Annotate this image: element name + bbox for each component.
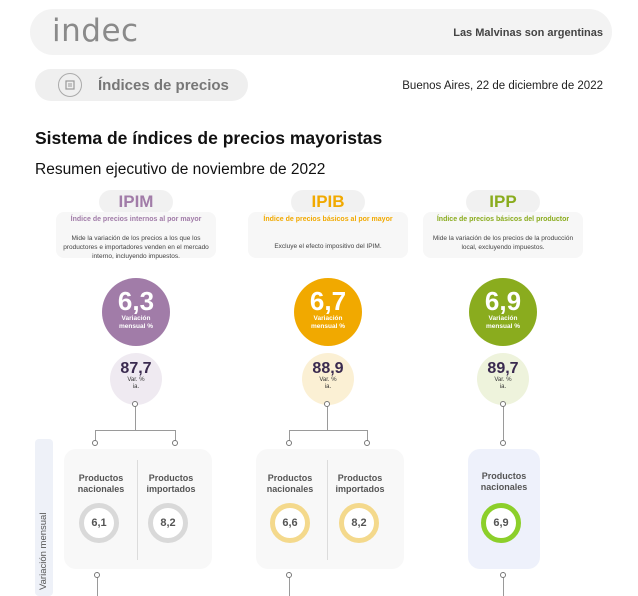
indec-logo: indec bbox=[52, 13, 139, 49]
ipp-nacionales-label: Productos nacionales bbox=[480, 471, 528, 492]
ipim-description: Mide la variación de los precios a los q… bbox=[63, 235, 209, 260]
ipp-monthly-label-2: mensual % bbox=[486, 322, 520, 330]
ipib-name-pill bbox=[291, 190, 365, 214]
ipib-connector-right bbox=[367, 430, 368, 442]
ipib-importados-label: Productos importados bbox=[335, 473, 385, 494]
ipib-nacionales-label: Productos nacionales bbox=[266, 473, 314, 494]
ipib-description: Excluye el efecto impositivo del IPIM. bbox=[274, 243, 382, 250]
ipim-desc-box bbox=[56, 212, 216, 258]
ipib-monthly-label-2: mensual % bbox=[311, 322, 345, 330]
ipim-nacionales-value: 6,1 bbox=[91, 517, 107, 529]
ipp-monthly-label-1: Variación bbox=[488, 315, 518, 322]
ipp-name: IPP bbox=[489, 192, 517, 211]
ipib-name: IPIB bbox=[311, 192, 345, 211]
ipp-annual-circle: 89,7 Var. % ia. bbox=[477, 353, 529, 405]
ipim-nacionales-ring: 6,1 bbox=[79, 503, 119, 543]
ipp-full-name: Índice de precios básicos del productor bbox=[436, 216, 570, 223]
ipp-annual-label-1: Var. % bbox=[494, 377, 512, 383]
bottom-node-2 bbox=[286, 572, 292, 578]
ipim-annual-value: 87,7 bbox=[120, 360, 152, 377]
ipp-description: Mide la variación de los precios de la p… bbox=[432, 235, 574, 251]
ipib-connector-stem bbox=[327, 405, 328, 430]
ipim-monthly-value: 6,3 bbox=[117, 286, 155, 316]
ipib-nacionales-value: 6,6 bbox=[282, 517, 298, 529]
ipib-monthly-circle: 6,7 Variación mensual % bbox=[294, 278, 362, 346]
price-tag-icon bbox=[58, 73, 82, 97]
ipp-nacionales-value: 6,9 bbox=[493, 517, 509, 529]
ipim-name-pill bbox=[99, 190, 173, 214]
section-title: Índices de precios bbox=[98, 77, 229, 94]
ipp-nacionales-ring: 6,9 bbox=[481, 503, 521, 543]
ipp-annual-value: 89,7 bbox=[487, 360, 519, 377]
ipib-node-right bbox=[364, 440, 370, 446]
ipib-monthly-value: 6,7 bbox=[309, 286, 347, 316]
ipp-monthly-value: 6,9 bbox=[484, 286, 522, 316]
ipim-nacionales-label: Productos nacionales bbox=[77, 473, 125, 494]
dateline: Buenos Aires, 22 de diciembre de 2022 bbox=[402, 80, 603, 92]
ipim-node-right bbox=[172, 440, 178, 446]
ipib-monthly-label-1: Variación bbox=[313, 315, 343, 322]
ipib-full-name: Índice de precios básicos al por mayor bbox=[263, 216, 393, 223]
header-bar bbox=[30, 9, 612, 55]
bottom-connector-1 bbox=[97, 572, 98, 596]
side-label-bar bbox=[35, 439, 53, 596]
ipib-annual-label-1: Var. % bbox=[319, 377, 337, 383]
ipim-monthly-circle: 6,3 Variación mensual % bbox=[102, 278, 170, 346]
ipim-annual-label-1: Var. % bbox=[127, 377, 145, 383]
ipim-node-left bbox=[92, 440, 98, 446]
page-title: Sistema de índices de precios mayoristas bbox=[35, 128, 383, 148]
ipim-name: IPIM bbox=[118, 192, 154, 211]
header-tagline: Las Malvinas son argentinas bbox=[453, 27, 603, 39]
ipim-monthly-label-2: mensual % bbox=[119, 322, 153, 330]
ipib-annual-circle: 88,9 Var. % ia. bbox=[302, 353, 354, 405]
bottom-node-3 bbox=[500, 572, 506, 578]
ipim-products-divider bbox=[137, 460, 138, 560]
ipp-node-bottom bbox=[500, 440, 506, 446]
ipim-importados-value: 8,2 bbox=[160, 517, 176, 529]
side-label: Variación mensual bbox=[38, 512, 49, 590]
ipim-node-top bbox=[132, 401, 138, 407]
ipib-importados-ring: 8,2 bbox=[339, 503, 379, 543]
ipp-name-pill bbox=[466, 190, 540, 214]
ipib-node-top bbox=[324, 401, 330, 407]
page-subtitle: Resumen ejecutivo de noviembre de 2022 bbox=[35, 161, 326, 178]
ipim-connector-left bbox=[95, 430, 96, 442]
bottom-connector-2 bbox=[289, 572, 290, 596]
bottom-node-1 bbox=[94, 572, 100, 578]
ipp-annual-label-2: ia. bbox=[499, 384, 507, 390]
ipib-importados-value: 8,2 bbox=[351, 517, 367, 529]
ipp-desc-box bbox=[423, 212, 583, 258]
bottom-connector-3 bbox=[503, 572, 504, 596]
ipib-products-divider bbox=[327, 460, 328, 560]
ipib-desc-box bbox=[248, 212, 408, 258]
ipib-annual-label-2: ia. bbox=[324, 384, 332, 390]
ipp-monthly-circle: 6,9 Variación mensual % bbox=[469, 278, 537, 346]
ipim-annual-circle: 87,7 Var. % ia. bbox=[110, 353, 162, 405]
ipim-connector-right bbox=[175, 430, 176, 442]
ipim-connector-stem bbox=[135, 405, 136, 430]
ipib-node-left bbox=[286, 440, 292, 446]
ipp-connector-stem bbox=[503, 405, 504, 442]
ipim-monthly-label-1: Variación bbox=[121, 315, 151, 322]
ipim-full-name: Índice de precios internos al por mayor bbox=[70, 216, 202, 223]
ipib-connector-bar bbox=[289, 430, 368, 431]
ipim-annual-label-2: ia. bbox=[132, 384, 140, 390]
ipp-node-top bbox=[500, 401, 506, 407]
ipib-nacionales-ring: 6,6 bbox=[270, 503, 310, 543]
ipib-connector-left bbox=[289, 430, 290, 442]
ipib-annual-value: 88,9 bbox=[312, 360, 344, 377]
ipim-importados-label: Productos importados bbox=[146, 473, 196, 494]
ipim-connector-bar bbox=[95, 430, 176, 431]
ipim-importados-ring: 8,2 bbox=[148, 503, 188, 543]
